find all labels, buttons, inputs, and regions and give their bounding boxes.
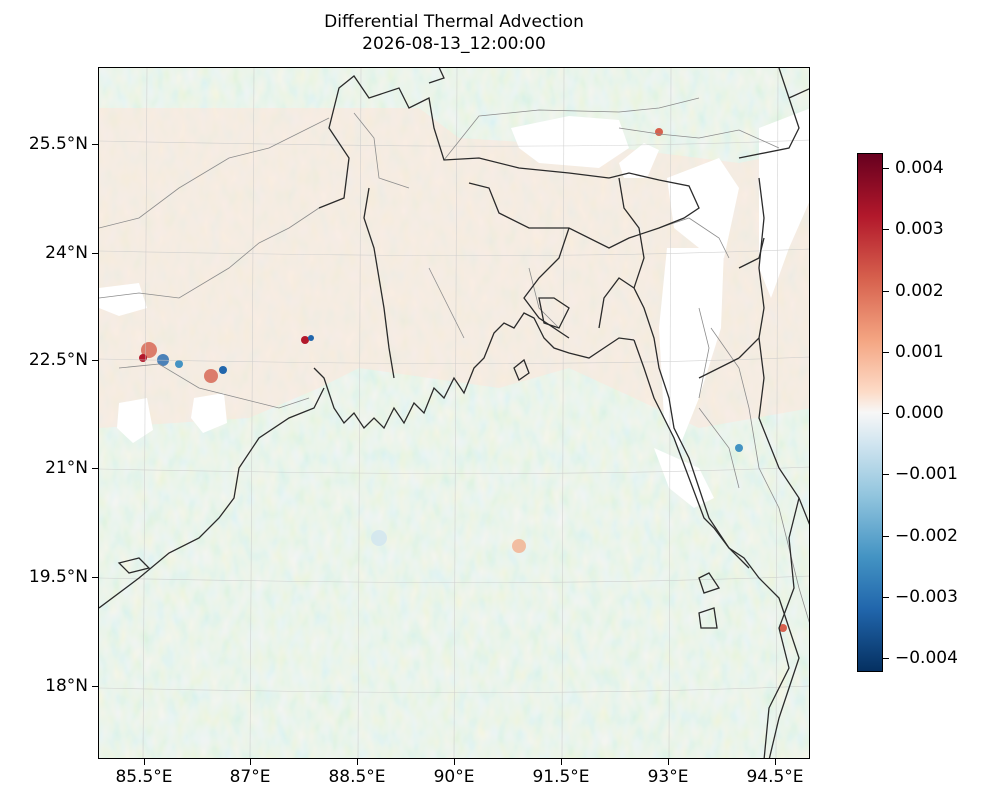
map-panel[interactable] — [98, 67, 810, 759]
colorbar-tick-label: 0.003 — [895, 219, 944, 239]
lon-tick-mark — [454, 759, 456, 765]
lat-tick-mark — [92, 577, 98, 579]
plot-title: Differential Thermal Advection — [324, 12, 584, 32]
lon-tick-mark — [144, 759, 146, 765]
lon-tick-label: 91.5°E — [532, 767, 590, 787]
lon-tick-mark — [668, 759, 670, 765]
colorbar-tick-mark — [883, 597, 889, 599]
plot-subtitle-time: 2026-08-13_12:00:00 — [362, 34, 546, 54]
lon-tick-mark — [775, 759, 777, 765]
colorbar-tick-mark — [883, 229, 889, 231]
lon-tick-label: 93°E — [647, 767, 689, 787]
colorbar-tick-label: −0.001 — [895, 464, 958, 484]
map-canvas — [99, 68, 809, 758]
colorbar-tick-mark — [883, 352, 889, 354]
colorbar — [857, 153, 883, 672]
colorbar-tick-mark — [883, 474, 889, 476]
lat-tick-label: 19.5°N — [28, 567, 88, 587]
lon-tick-label: 87°E — [229, 767, 271, 787]
colorbar-tick-label: 0.000 — [895, 403, 944, 423]
colorbar-tick-mark — [883, 291, 889, 293]
land-warm-tint — [99, 108, 809, 428]
admin-borders — [99, 97, 809, 623]
lat-tick-mark — [92, 686, 98, 688]
lon-tick-mark — [250, 759, 252, 765]
colorbar-tick-label: 0.004 — [895, 158, 944, 178]
lat-tick-label: 24°N — [45, 243, 88, 263]
lon-tick-label: 88.5°E — [328, 767, 386, 787]
colorbar-tick-label: −0.002 — [895, 526, 958, 546]
lat-tick-label: 22.5°N — [28, 350, 88, 370]
lat-tick-mark — [92, 253, 98, 255]
lat-tick-label: 21°N — [45, 458, 88, 478]
lon-tick-label: 90°E — [433, 767, 475, 787]
gridlines — [99, 68, 809, 758]
lat-tick-label: 18°N — [45, 676, 88, 696]
lat-tick-label: 25.5°N — [28, 134, 88, 154]
colorbar-tick-label: 0.002 — [895, 281, 944, 301]
lon-tick-label: 85.5°E — [115, 767, 173, 787]
lat-tick-mark — [92, 468, 98, 470]
colorbar-tick-mark — [883, 536, 889, 538]
colorbar-tick-mark — [883, 413, 889, 415]
colorbar-tick-label: −0.003 — [895, 587, 958, 607]
colorbar-tick-mark — [883, 168, 889, 170]
missing-data-patches — [99, 108, 809, 508]
colorbar-tick-label: 0.001 — [895, 342, 944, 362]
colorbar-tick-mark — [883, 658, 889, 660]
lon-tick-label: 94.5°E — [746, 767, 804, 787]
coastline — [99, 297, 800, 758]
lon-tick-mark — [357, 759, 359, 765]
lat-tick-mark — [92, 144, 98, 146]
lat-tick-mark — [92, 360, 98, 362]
colorbar-tick-label: −0.004 — [895, 648, 958, 668]
lon-tick-mark — [561, 759, 563, 765]
